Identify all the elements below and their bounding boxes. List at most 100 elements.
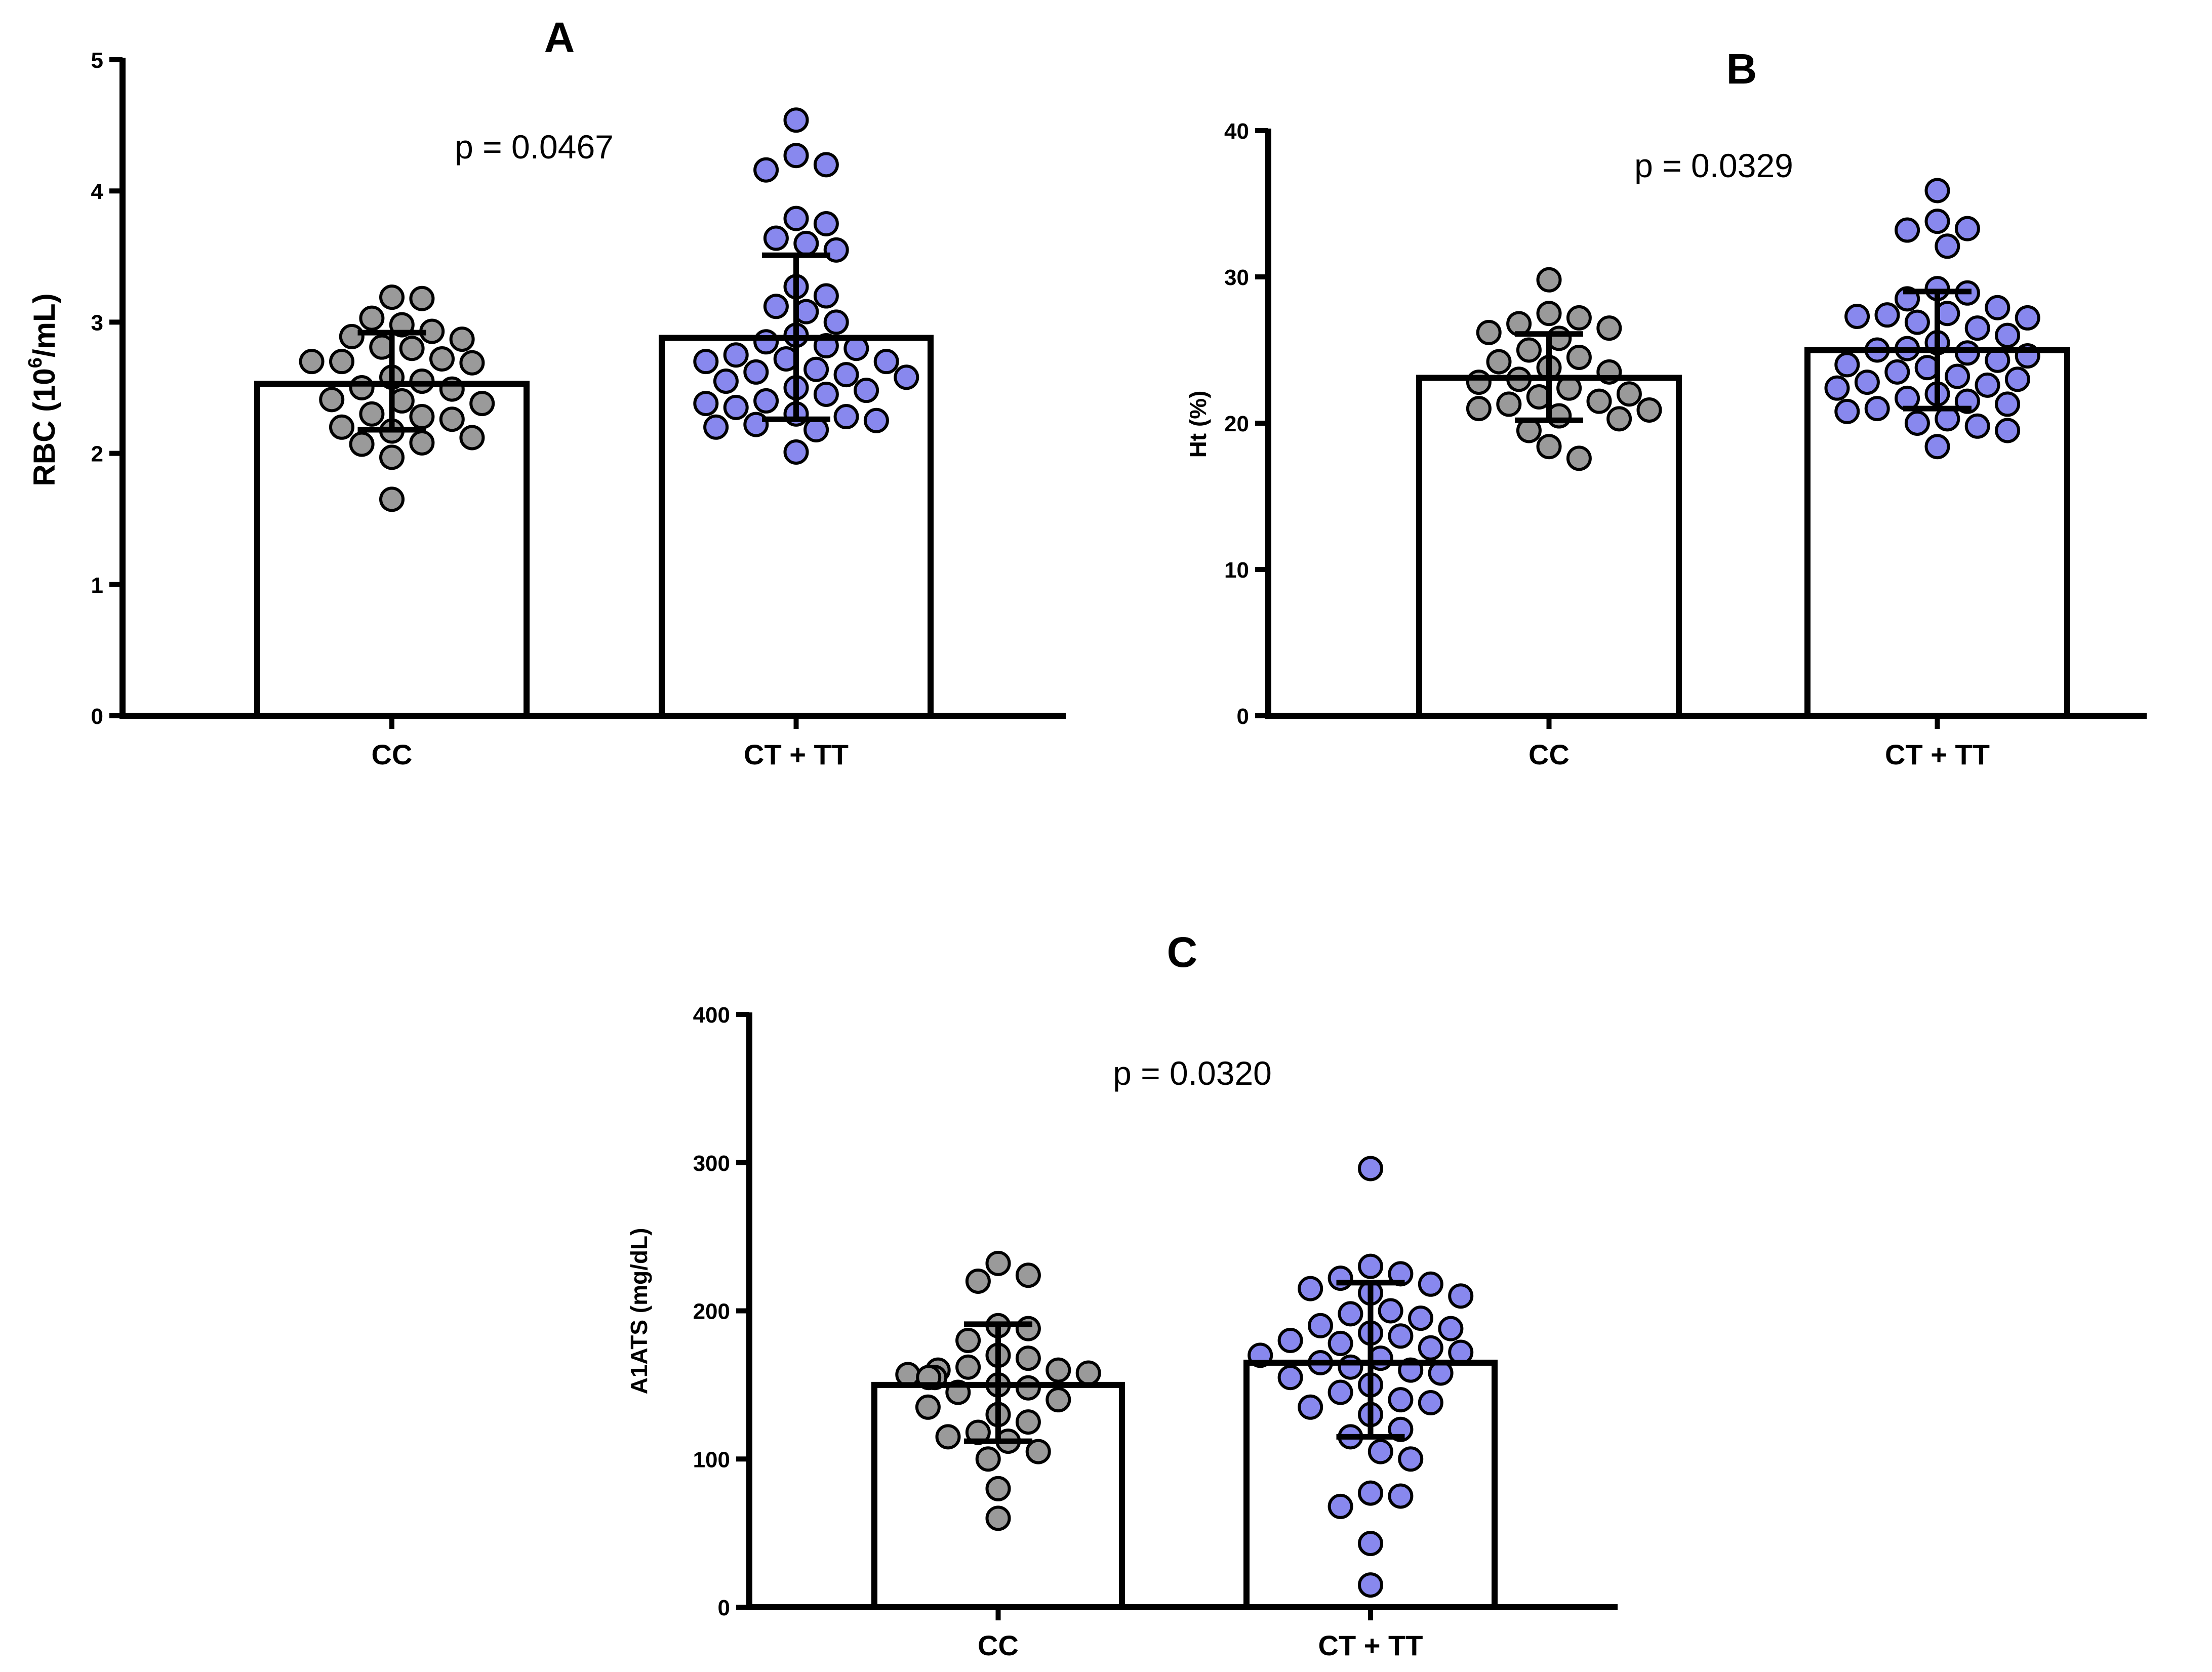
data-point-0-29 bbox=[381, 488, 403, 510]
data-point-0-22 bbox=[1608, 407, 1630, 430]
data-point-0-28 bbox=[987, 1507, 1010, 1529]
data-point-1-39 bbox=[1359, 1532, 1382, 1555]
data-point-1-25 bbox=[1279, 1366, 1302, 1389]
data-point-0-17 bbox=[1588, 390, 1611, 413]
data-point-1-34 bbox=[1866, 397, 1888, 420]
data-point-0-0 bbox=[411, 288, 433, 310]
data-point-0-25 bbox=[1568, 447, 1590, 469]
data-point-0-2 bbox=[1568, 307, 1590, 329]
data-point-1-5 bbox=[815, 213, 837, 235]
data-point-1-26 bbox=[715, 370, 737, 392]
y-tick-label-2: 200 bbox=[693, 1299, 730, 1324]
data-point-0-22 bbox=[411, 405, 433, 428]
data-point-1-20 bbox=[875, 350, 898, 373]
data-point-1-24 bbox=[835, 363, 858, 386]
data-point-1-22 bbox=[1836, 353, 1858, 376]
data-point-1-40 bbox=[1926, 435, 1949, 458]
data-point-1-14 bbox=[1966, 317, 1989, 339]
data-point-1-3 bbox=[1896, 219, 1918, 241]
data-point-1-7 bbox=[795, 232, 817, 255]
data-point-0-9 bbox=[1488, 351, 1510, 373]
data-point-1-13 bbox=[825, 311, 848, 333]
data-point-0-20 bbox=[360, 403, 383, 425]
data-point-1-38 bbox=[1966, 415, 1989, 437]
y-tick-label-4: 4 bbox=[91, 179, 104, 204]
y-tick-label-1: 1 bbox=[91, 573, 103, 598]
data-point-1-15 bbox=[1279, 1329, 1302, 1352]
data-point-1-16 bbox=[1330, 1332, 1352, 1355]
data-point-0-17 bbox=[320, 388, 343, 411]
data-point-1-23 bbox=[745, 361, 767, 383]
y-tick-label-0: 0 bbox=[91, 704, 103, 729]
data-point-0-8 bbox=[957, 1356, 979, 1378]
data-point-0-26 bbox=[977, 1448, 999, 1470]
data-point-1-0 bbox=[1359, 1157, 1382, 1179]
data-point-1-1 bbox=[785, 144, 808, 167]
data-point-0-21 bbox=[1017, 1411, 1039, 1433]
data-point-0-4 bbox=[1598, 317, 1620, 339]
data-point-1-11 bbox=[1846, 305, 1868, 328]
data-point-0-5 bbox=[451, 328, 473, 350]
data-point-0-5 bbox=[957, 1329, 979, 1352]
y-axis-label: RBC (106/mL) bbox=[25, 293, 61, 486]
y-axis-label-unit: /mL) bbox=[27, 293, 61, 357]
data-point-1-0 bbox=[785, 109, 808, 131]
y-tick-label-1: 10 bbox=[1224, 558, 1249, 583]
data-point-0-15 bbox=[351, 377, 373, 399]
y-tick-label-1: 100 bbox=[693, 1447, 730, 1472]
data-point-1-28 bbox=[1977, 374, 1999, 396]
data-point-0-4 bbox=[1017, 1318, 1039, 1340]
y-tick-label-3: 3 bbox=[91, 310, 103, 335]
data-point-1-10 bbox=[815, 285, 837, 307]
data-point-1-10 bbox=[1876, 304, 1899, 326]
data-point-0-6 bbox=[341, 325, 363, 348]
data-point-1-38 bbox=[1330, 1495, 1352, 1518]
data-point-0-23 bbox=[937, 1425, 959, 1448]
data-point-1-25 bbox=[1946, 365, 1968, 388]
data-point-1-29 bbox=[815, 383, 837, 405]
data-point-1-37 bbox=[1906, 412, 1928, 434]
data-point-1-34 bbox=[835, 405, 858, 428]
y-tick-label-0: 0 bbox=[1237, 704, 1249, 729]
y-axis-label-superscript: 6 bbox=[25, 357, 46, 368]
data-point-0-8 bbox=[1568, 346, 1590, 369]
data-point-1-2 bbox=[1956, 218, 1979, 240]
data-point-0-4 bbox=[360, 307, 383, 330]
data-point-0-0 bbox=[1538, 269, 1560, 291]
data-point-1-27 bbox=[1856, 371, 1878, 393]
category-label-0: CC bbox=[978, 1629, 1019, 1661]
data-point-1-34 bbox=[1370, 1441, 1392, 1463]
data-point-0-13 bbox=[1468, 371, 1490, 393]
data-point-1-39 bbox=[1996, 419, 2019, 441]
data-point-1-10 bbox=[1410, 1307, 1432, 1329]
data-point-0-7 bbox=[1017, 1347, 1039, 1369]
data-point-0-1 bbox=[1538, 302, 1560, 324]
data-point-1-28 bbox=[1389, 1389, 1412, 1411]
data-point-1-35 bbox=[1399, 1448, 1422, 1470]
data-point-1-1 bbox=[1359, 1255, 1382, 1278]
data-point-0-15 bbox=[1618, 383, 1640, 405]
data-point-1-30 bbox=[1299, 1396, 1321, 1418]
data-point-0-10 bbox=[431, 348, 453, 370]
y-tick-label-0: 0 bbox=[718, 1596, 730, 1620]
category-label-0: CC bbox=[372, 739, 413, 770]
panel-b: 0 10 20 30 40 CC CT + TT Bp = 0.0329 Ht (%) bbox=[1185, 45, 2147, 770]
data-point-0-23 bbox=[331, 416, 353, 438]
data-point-1-40 bbox=[1359, 1574, 1382, 1596]
y-tick-label-4: 400 bbox=[693, 1003, 730, 1028]
data-point-1-17 bbox=[1420, 1337, 1442, 1359]
data-point-1-22 bbox=[1339, 1356, 1361, 1378]
data-point-1-4 bbox=[1936, 235, 1958, 257]
data-point-1-13 bbox=[1906, 311, 1928, 334]
data-point-0-1 bbox=[381, 286, 403, 308]
data-point-1-37 bbox=[705, 416, 727, 438]
data-point-1-11 bbox=[1309, 1315, 1332, 1337]
category-label-0: CC bbox=[1529, 739, 1570, 770]
data-point-1-27 bbox=[1330, 1381, 1352, 1404]
y-axis-label: A1ATS (mg/dL) bbox=[626, 1228, 652, 1395]
data-point-1-22 bbox=[805, 358, 827, 381]
data-point-0-18 bbox=[1498, 393, 1520, 415]
data-point-0-27 bbox=[351, 433, 373, 455]
y-tick-label-5: 5 bbox=[91, 48, 103, 73]
data-point-1-3 bbox=[1330, 1267, 1352, 1289]
